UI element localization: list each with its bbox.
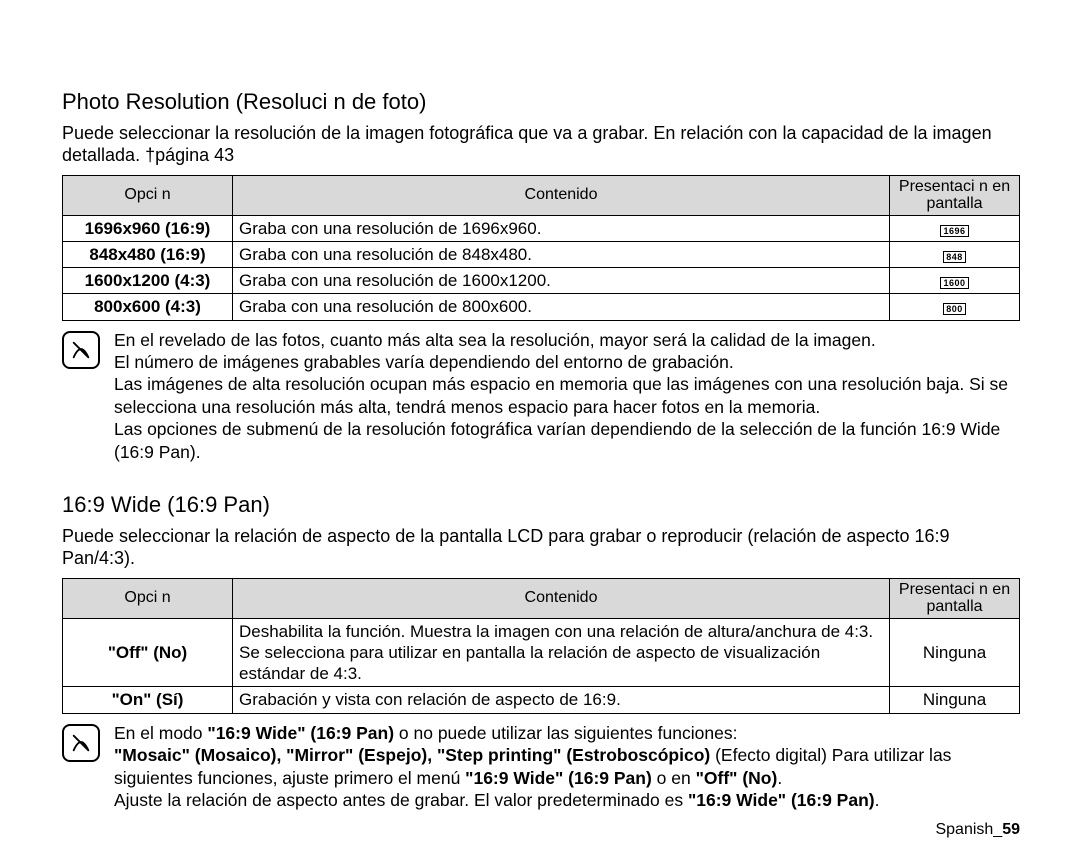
col-header-contenido: Contenido	[233, 175, 890, 215]
footer-label: Spanish_	[935, 821, 1002, 838]
display-cell: 1696	[890, 215, 1020, 241]
note-text: o no puede utilizar las siguientes funci…	[394, 723, 737, 743]
note-bold: "16:9 Wide" (16:9 Pan)	[688, 790, 875, 810]
table-row: 1696x960 (16:9) Graba con una resolución…	[63, 215, 1020, 241]
section1-heading: Photo Resolution (Resoluci n de foto)	[62, 88, 1020, 116]
note-line: Ajuste la relación de aspecto antes de g…	[114, 789, 1020, 811]
section2-description: Puede seleccionar la relación de aspecto…	[62, 525, 1020, 570]
display-cell: Ninguna	[890, 687, 1020, 713]
note-text: Ajuste la relación de aspecto antes de g…	[114, 790, 688, 810]
note-bold: "Mosaic" (Mosaico), "Mirror" (Espejo), "…	[114, 745, 710, 765]
table-row: 848x480 (16:9) Graba con una resolución …	[63, 241, 1020, 267]
photo-resolution-table: Opci n Contenido Presentaci n en pantall…	[62, 175, 1020, 321]
page-number: 59	[1002, 821, 1020, 838]
section2-heading: 16:9 Wide (16:9 Pan)	[62, 491, 1020, 519]
display-cell: Ninguna	[890, 618, 1020, 687]
note-text: .	[875, 790, 880, 810]
note-body: En el revelado de las fotos, cuanto más …	[114, 329, 1020, 463]
content-cell: Graba con una resolución de 848x480.	[233, 241, 890, 267]
table-row: 1600x1200 (4:3) Graba con una resolución…	[63, 268, 1020, 294]
resolution-badge-icon: 848	[943, 251, 966, 263]
section1-description: Puede seleccionar la resolución de la im…	[62, 122, 1020, 167]
content-cell: Deshabilita la función. Muestra la image…	[233, 618, 890, 687]
content-cell: Graba con una resolución de 1600x1200.	[233, 268, 890, 294]
table-header-row: Opci n Contenido Presentaci n en pantall…	[63, 175, 1020, 215]
col-header-opcion: Opci n	[63, 175, 233, 215]
note-line: "Mosaic" (Mosaico), "Mirror" (Espejo), "…	[114, 744, 1020, 789]
table-row: "Off" (No) Deshabilita la función. Muest…	[63, 618, 1020, 687]
col-header-opcion: Opci n	[63, 578, 233, 618]
note-text: .	[777, 768, 782, 788]
note-body: En el modo "16:9 Wide" (16:9 Pan) o no p…	[114, 722, 1020, 812]
page-footer: Spanish_59	[935, 820, 1020, 840]
note-text: o en	[652, 768, 696, 788]
option-cell: 1600x1200 (4:3)	[63, 268, 233, 294]
note-line: En el revelado de las fotos, cuanto más …	[114, 329, 1020, 351]
resolution-badge-icon: 1600	[940, 277, 968, 289]
section1-note: En el revelado de las fotos, cuanto más …	[62, 329, 1020, 463]
option-cell: "Off" (No)	[63, 618, 233, 687]
note-line: Las imágenes de alta resolución ocupan m…	[114, 373, 1020, 418]
note-bold: "16:9 Wide" (16:9 Pan)	[207, 723, 394, 743]
table-row: 800x600 (4:3) Graba con una resolución d…	[63, 294, 1020, 320]
col-header-contenido: Contenido	[233, 578, 890, 618]
resolution-badge-icon: 800	[943, 303, 966, 315]
section2-note: En el modo "16:9 Wide" (16:9 Pan) o no p…	[62, 722, 1020, 812]
display-cell: 1600	[890, 268, 1020, 294]
content-cell: Graba con una resolución de 1696x960.	[233, 215, 890, 241]
content-cell: Graba con una resolución de 800x600.	[233, 294, 890, 320]
note-line: El número de imágenes grabables varía de…	[114, 351, 1020, 373]
table-header-row: Opci n Contenido Presentaci n en pantall…	[63, 578, 1020, 618]
note-icon	[62, 331, 100, 369]
table-row: "On" (Sí) Grabación y vista con relación…	[63, 687, 1020, 713]
display-cell: 800	[890, 294, 1020, 320]
resolution-badge-icon: 1696	[940, 225, 968, 237]
option-cell: 1696x960 (16:9)	[63, 215, 233, 241]
content-cell: Grabación y vista con relación de aspect…	[233, 687, 890, 713]
note-bold: "16:9 Wide" (16:9 Pan)	[465, 768, 652, 788]
display-cell: 848	[890, 241, 1020, 267]
wide-table: Opci n Contenido Presentaci n en pantall…	[62, 578, 1020, 714]
col-header-pantalla: Presentaci n en pantalla	[890, 175, 1020, 215]
option-cell: 848x480 (16:9)	[63, 241, 233, 267]
note-bold: "Off" (No)	[696, 768, 778, 788]
note-line: En el modo "16:9 Wide" (16:9 Pan) o no p…	[114, 722, 1020, 744]
col-header-pantalla: Presentaci n en pantalla	[890, 578, 1020, 618]
note-line: Las opciones de submenú de la resolución…	[114, 418, 1020, 463]
option-cell: 800x600 (4:3)	[63, 294, 233, 320]
option-cell: "On" (Sí)	[63, 687, 233, 713]
note-text: En el modo	[114, 723, 207, 743]
note-icon	[62, 724, 100, 762]
